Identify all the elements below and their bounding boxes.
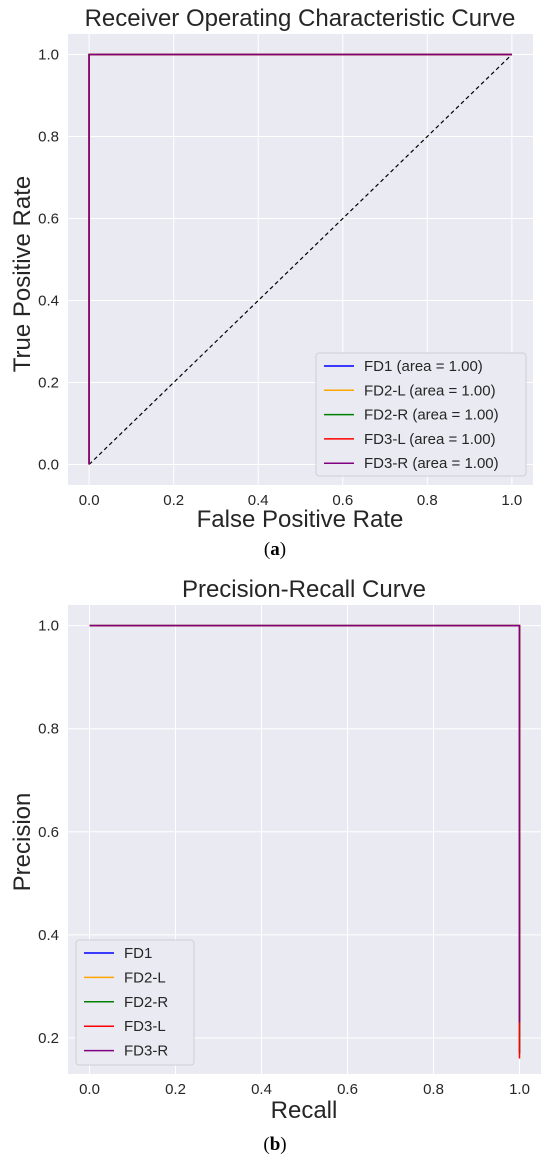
pr-chart-panel: 0.0 0.2 0.4 0.6 0.8 1.0 0.2 0.4 0.6 0.8 1.0 FD1 FD2-… — [9, 576, 541, 1155]
pr-y-axis-label: Precision — [9, 793, 36, 892]
pr-legend-label-3: FD2-R — [124, 994, 168, 1011]
pr-x-tick-label: 1.0 — [509, 1081, 530, 1098]
pr-legend-label-4: FD3-L — [124, 1018, 166, 1035]
roc-legend-label-5: FD3-R (area = 1.00) — [364, 455, 499, 472]
roc-y-tick-label: 0.4 — [38, 293, 59, 310]
pr-legend-box — [75, 939, 195, 1066]
roc-x-axis-label: False Positive Rate — [197, 506, 404, 533]
pr-x-tick-label: 0.6 — [337, 1081, 358, 1098]
pr-y-tick-label: 1.0 — [38, 618, 59, 635]
roc-x-tick-label: 1.0 — [501, 492, 522, 509]
roc-legend-label-1: FD1 (area = 1.00) — [364, 358, 483, 375]
pr-x-tick-label: 0.2 — [165, 1081, 186, 1098]
pr-legend-label-2: FD2-L — [124, 969, 166, 986]
roc-legend-label-4: FD3-L (area = 1.00) — [364, 431, 496, 448]
roc-reference-diagonal — [88, 54, 513, 465]
roc-y-tick-label: 0.6 — [38, 211, 59, 228]
roc-panel-caption: (a) — [264, 539, 286, 560]
roc-y-tick-label: 0.0 — [38, 457, 59, 474]
pr-series-line-5 — [89, 624, 521, 1023]
pr-legend-label-5: FD3-R — [124, 1043, 168, 1060]
pr-x-tick-label: 0.4 — [251, 1081, 272, 1098]
pr-y-tick-label: 0.6 — [38, 824, 59, 841]
pr-x-tick-label: 0.8 — [423, 1081, 444, 1098]
roc-y-tick-label: 0.8 — [38, 129, 59, 146]
roc-legend-label-3: FD2-R (area = 1.00) — [364, 407, 499, 424]
roc-y-tick-label: 1.0 — [38, 47, 59, 64]
pr-chart-title: Precision-Recall Curve — [182, 576, 426, 603]
roc-series-line-5 — [88, 53, 512, 465]
roc-x-tick-label: 0.2 — [163, 492, 184, 509]
roc-x-tick-label: 0.6 — [332, 492, 353, 509]
pr-y-tick-label: 0.2 — [38, 1030, 59, 1047]
roc-chart-title: Receiver Operating Characteristic Curve — [85, 5, 516, 32]
roc-x-tick-label: 0.8 — [417, 492, 438, 509]
pr-legend-label-1: FD1 — [124, 945, 152, 962]
roc-chart-panel: 0.0 0.2 0.4 0.6 0.8 1.0 0.0 0.2 0.4 0.6 0.8 1.0 FD1 … — [9, 5, 533, 560]
roc-y-tick-label: 0.2 — [38, 375, 59, 392]
roc-x-tick-label: 0.4 — [248, 492, 269, 509]
roc-y-axis-label: True Positive Rate — [9, 176, 36, 373]
roc-x-tick-label: 0.0 — [79, 492, 100, 509]
pr-panel-caption: (b) — [263, 1134, 286, 1155]
pr-x-tick-label: 0.0 — [79, 1081, 100, 1098]
pr-y-tick-label: 0.4 — [38, 927, 59, 944]
pr-legend: FD1 FD2-L FD2-R FD3-L FD3-R — [75, 939, 195, 1066]
roc-legend: FD1 (area = 1.00) FD2-L (area = 1.00) FD2-… — [315, 352, 527, 477]
pr-y-tick-label: 0.8 — [38, 721, 59, 738]
roc-legend-label-2: FD2-L (area = 1.00) — [364, 382, 496, 399]
pr-x-axis-label: Recall — [271, 1097, 338, 1124]
roc-legend-box — [315, 352, 527, 477]
